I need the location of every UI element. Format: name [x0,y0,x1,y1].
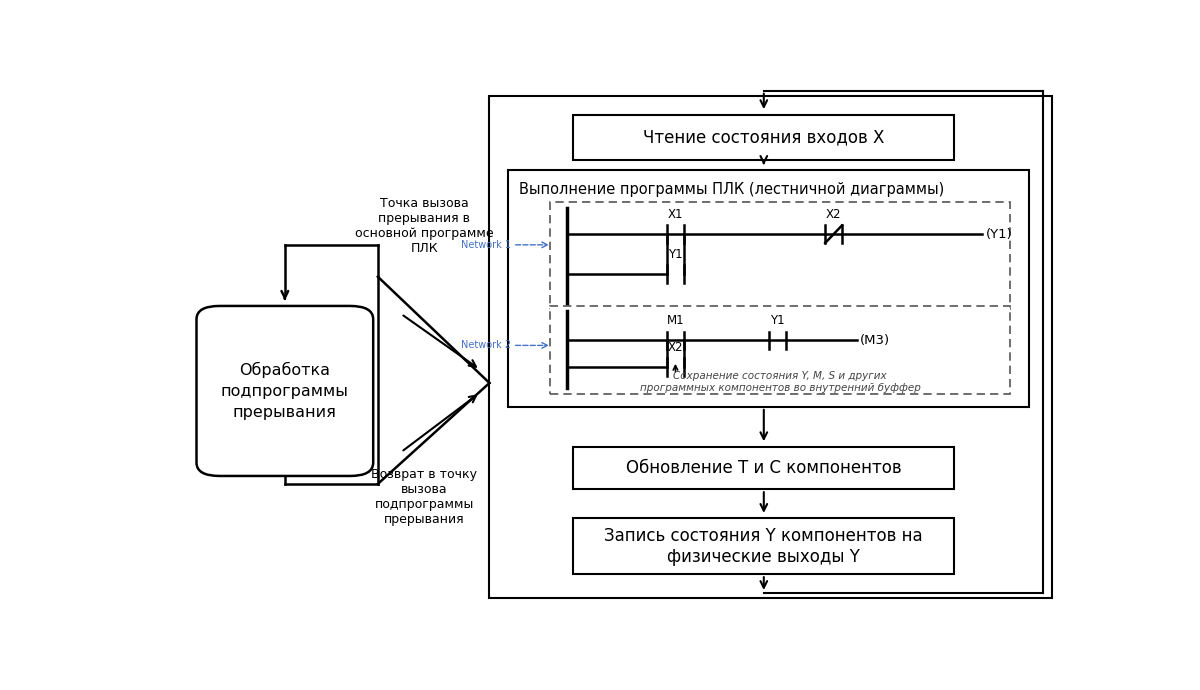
Text: Обновление Т и С компонентов: Обновление Т и С компонентов [626,459,901,477]
FancyBboxPatch shape [490,96,1052,598]
Text: M1: M1 [667,314,684,327]
Text: (Y1): (Y1) [986,228,1013,241]
Text: Network 2: Network 2 [461,340,511,351]
FancyBboxPatch shape [574,518,954,574]
Text: Y1: Y1 [770,314,785,327]
Text: (M3): (M3) [859,334,889,347]
FancyBboxPatch shape [574,446,954,489]
Text: Запись состояния Y компонентов на
физические выходы Y: Запись состояния Y компонентов на физиче… [605,527,923,566]
Text: Y1: Y1 [668,248,683,261]
Text: Возврат в точку
вызова
подпрограммы
прерывания: Возврат в точку вызова подпрограммы прер… [371,469,478,526]
Bar [550,202,1010,308]
Text: Сохранение состояния Y, M, S и других
программных компонентов во внутренний буфф: Сохранение состояния Y, M, S и других пр… [640,371,920,393]
Bar [550,306,1010,393]
Text: Обработка
подпрограммы
прерывания: Обработка подпрограммы прерывания [221,362,349,420]
Text: Чтение состояния входов Х: Чтение состояния входов Х [643,128,884,146]
Text: Точка вызова
прерывания в
основной программе
ПЛК: Точка вызова прерывания в основной прогр… [355,197,493,255]
Text: X2: X2 [826,208,841,221]
Text: X1: X1 [667,208,683,221]
FancyBboxPatch shape [574,115,954,160]
Text: Network 1: Network 1 [461,240,511,250]
FancyBboxPatch shape [508,170,1028,407]
FancyBboxPatch shape [197,306,373,476]
Text: Выполнение программы ПЛК (лестничной диаграммы): Выполнение программы ПЛК (лестничной диа… [520,182,944,197]
Text: X2: X2 [667,341,683,354]
